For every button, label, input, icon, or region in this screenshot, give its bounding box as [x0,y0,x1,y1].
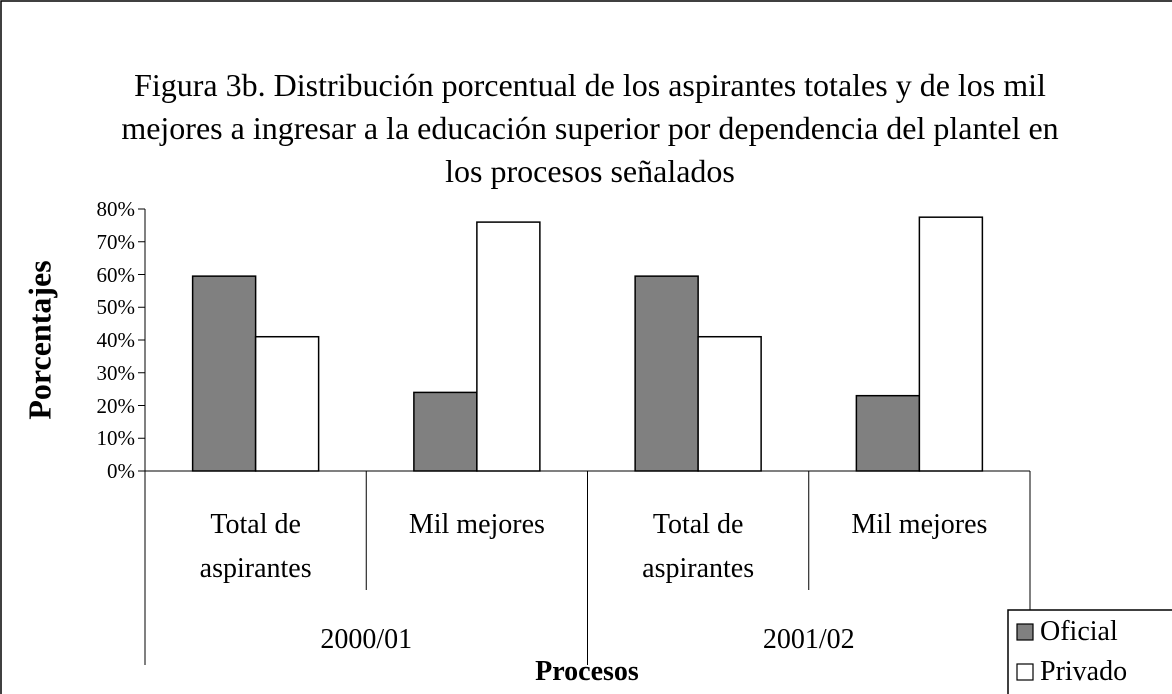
legend-box [1007,609,1172,694]
x-tick-label: Total de aspirantes [642,509,755,584]
legend-label: Privado [1040,656,1128,687]
bar [634,275,699,472]
bar [254,335,320,472]
x-tick-label: Total de aspirantes [199,509,312,584]
legend-label: Oficial [1040,616,1118,647]
chart-title: Figura 3b. Distribución porcentual de lo… [121,67,1059,189]
y-tick-label: 20% [96,393,136,418]
y-tick-label: 60% [96,262,136,287]
y-tick-label: 10% [96,426,136,451]
group-label: 2000/01 [320,624,413,655]
bar [476,221,541,472]
x-tick-label: Mil mejores [408,509,545,540]
y-tick-label: 50% [96,295,136,320]
y-tick-label: 40% [96,328,136,352]
x-tick-label: Mil mejores [851,509,988,540]
legend-swatch [1016,663,1034,681]
bar [413,391,478,472]
x-axis-label: Procesos [535,656,639,687]
y-tick-label: 70% [96,229,136,254]
y-tick-label: 30% [96,360,136,385]
legend-swatch [1016,623,1034,641]
bar [191,275,257,472]
y-tick-label: 80% [96,197,136,221]
bar [918,216,984,472]
y-tick-label: 0% [107,459,135,483]
group-label: 2001/02 [762,624,855,655]
bar [697,335,762,472]
y-axis-label: Porcentajes [21,260,58,420]
bar [855,394,921,472]
